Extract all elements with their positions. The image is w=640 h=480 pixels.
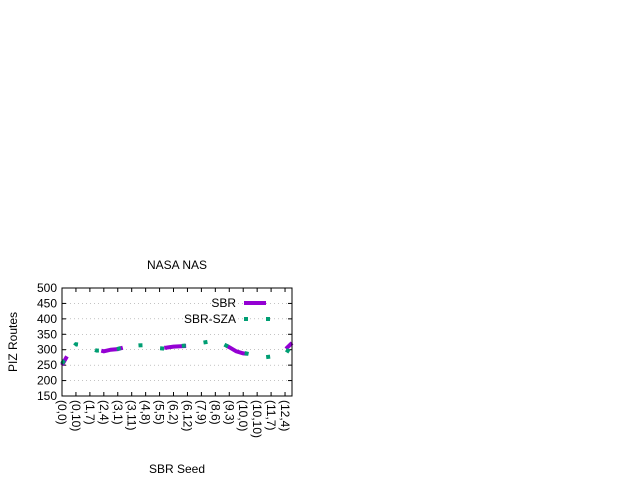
y-axis-label: PIZ Routes (6, 312, 20, 372)
x-tick-label: (7,9) (194, 400, 208, 425)
x-tick-label: (1,7) (83, 400, 97, 425)
y-tick-label: 400 (37, 312, 57, 326)
x-tick-label: (9,3) (222, 400, 236, 425)
y-tick-label: 200 (37, 374, 57, 388)
y-tick-label: 300 (37, 343, 57, 357)
x-tick-label: (2,4) (97, 400, 111, 425)
x-tick-label: (11,7) (264, 400, 278, 430)
x-tick-label: (0,10) (69, 400, 83, 431)
x-tick-label: (4,8) (139, 400, 153, 425)
series-line (60, 339, 294, 367)
y-tick-label: 150 (37, 389, 57, 403)
y-tick-label: 500 (37, 281, 57, 295)
x-tick-label: (6,12) (180, 400, 194, 431)
x-tick-label: (8,6) (208, 400, 222, 425)
plot-border (61, 287, 293, 397)
chart-title: NASA NAS (147, 258, 207, 272)
x-tick-label: (10,10) (250, 400, 264, 438)
x-tick-label: (3,1) (111, 400, 125, 425)
x-axis-label: SBR Seed (149, 462, 205, 476)
series-line (60, 338, 294, 365)
y-tick-label: 250 (37, 358, 57, 372)
x-tick-label: (5,5) (153, 400, 167, 425)
x-tick-label: (12,4) (278, 400, 292, 431)
y-tick-label: 450 (37, 296, 57, 310)
y-tick-label: 350 (37, 327, 57, 341)
x-tick-label: (10,0) (236, 400, 250, 431)
x-tick-label: (3,11) (125, 400, 139, 430)
legend-label: SBR (211, 296, 236, 310)
legend-label: SBR-SZA (184, 312, 236, 326)
x-tick-label: (0,0) (55, 400, 69, 425)
x-tick-label: (6,2) (167, 400, 181, 425)
